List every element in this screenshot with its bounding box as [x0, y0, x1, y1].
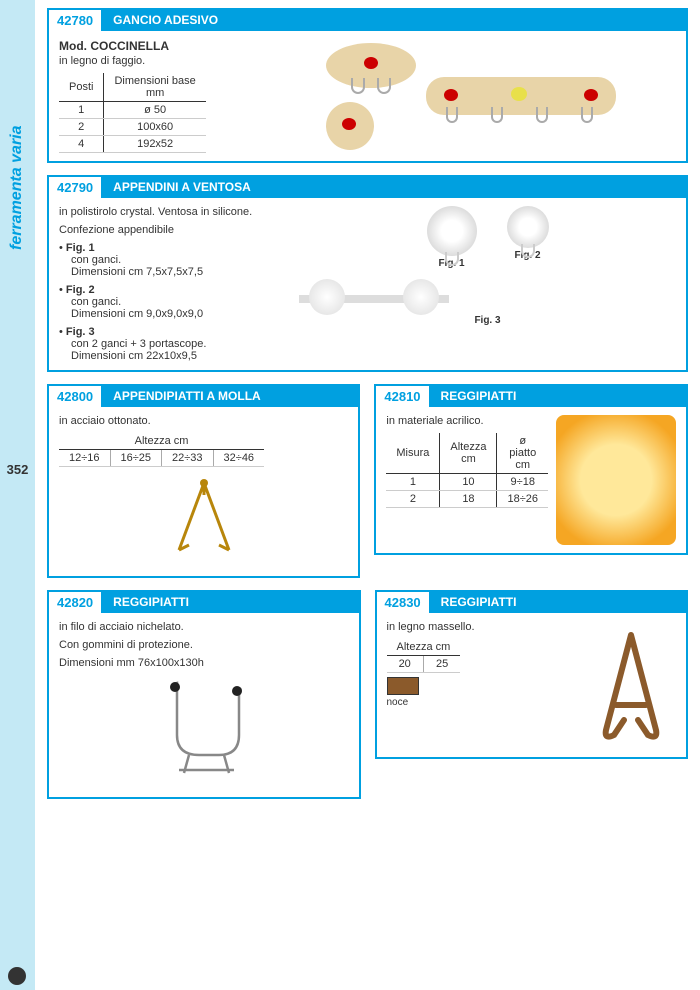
material-text: in legno di faggio.	[59, 55, 249, 67]
cell: 12÷16	[59, 450, 110, 467]
spec-table: Misura Altezzacm ø piattocm 1109÷18 2181…	[386, 433, 548, 508]
material-text: in polistirolo crystal. Ventosa in silic…	[59, 206, 289, 218]
product-code: 42820	[49, 592, 103, 613]
page-number: 352	[0, 458, 35, 481]
plate-hanger-icon	[164, 475, 244, 560]
product-code: 42780	[49, 10, 103, 31]
product-box-42800: 42800 APPENDIPIATTI A MOLLA in acciaio o…	[47, 384, 360, 578]
spec-table: Altezza cm 12÷16 16÷25 22÷33 32÷46	[59, 433, 264, 467]
cell: 1	[386, 474, 440, 491]
plate-stand-icon	[556, 415, 676, 545]
product-code: 42810	[376, 386, 430, 407]
cell: 20	[387, 656, 424, 673]
model-label: Mod. COCCINELLA	[59, 39, 249, 53]
desc-text: Con gommini di protezione.	[59, 639, 349, 651]
product-box-42790: 42790 APPENDINI A VENTOSA in polistirolo…	[47, 175, 688, 372]
cell: 2	[59, 119, 104, 136]
material-text: in legno massello.	[387, 621, 579, 633]
product-image-area	[265, 39, 676, 153]
cell: 22÷33	[162, 450, 214, 467]
cell: 32÷46	[213, 450, 264, 467]
hook-oval-icon	[326, 43, 416, 88]
spec-table: Altezza cm 2025	[387, 639, 461, 673]
col-header: Posti	[59, 73, 104, 102]
sidebar: ferramenta varia 352	[0, 0, 35, 990]
wire-stand-icon	[149, 675, 259, 785]
product-title: APPENDIPIATTI A MOLLA	[103, 386, 358, 407]
hook-long-icon	[426, 77, 616, 115]
swatch-label: noce	[387, 697, 579, 708]
product-code: 42830	[377, 592, 431, 613]
col-header: ø piattocm	[497, 433, 548, 474]
product-box-42820: 42820 REGGIPIATTI in filo di acciaio nic…	[47, 590, 361, 799]
col-header: Altezza cm	[387, 639, 461, 656]
page-marker-icon	[8, 967, 26, 985]
cell: 10	[440, 474, 497, 491]
dim-text: Dimensioni mm 76x100x130h	[59, 657, 349, 669]
walnut-swatch-icon	[387, 677, 419, 695]
material-text: in filo di acciaio nichelato.	[59, 621, 349, 633]
cell: 192x52	[104, 136, 206, 153]
suction-cup-icon	[507, 206, 549, 248]
suction-cup-icon	[427, 206, 477, 256]
figure-list: • Fig. 1con ganci.Dimensioni cm 7,5x7,5x…	[59, 242, 289, 362]
cell: 25	[423, 656, 460, 673]
product-box-42810: 42810 REGGIPIATTI in materiale acrilico.…	[374, 384, 688, 555]
spec-table: Posti Dimensioni basemm 1ø 50 2100x60 41…	[59, 73, 206, 153]
suction-bar-icon	[299, 283, 449, 313]
col-header: Dimensioni basemm	[104, 73, 206, 102]
cell: 16÷25	[110, 450, 162, 467]
wood-stand-icon	[586, 625, 676, 745]
product-box-42780: 42780 GANCIO ADESIVO Mod. COCCINELLA in …	[47, 8, 688, 163]
product-title: APPENDINI A VENTOSA	[103, 177, 686, 198]
material-text: in materiale acrilico.	[386, 415, 548, 427]
product-title: REGGIPIATTI	[103, 592, 358, 613]
hook-round-icon	[326, 102, 374, 150]
product-title: GANCIO ADESIVO	[103, 10, 686, 31]
cell: 9÷18	[497, 474, 548, 491]
product-box-42830: 42830 REGGIPIATTI in legno massello. Alt…	[375, 590, 689, 759]
cell: 18÷26	[497, 491, 548, 508]
product-code: 42790	[49, 177, 103, 198]
cell: 2	[386, 491, 440, 508]
product-title: REGGIPIATTI	[431, 386, 686, 407]
product-code: 42800	[49, 386, 103, 407]
product-image-area: Fig. 1 Fig. 2 Fig. 3	[299, 206, 676, 362]
col-header: Altezzacm	[440, 433, 497, 474]
col-header: Misura	[386, 433, 440, 474]
category-label: ferramenta varia	[8, 125, 26, 250]
cell: 18	[440, 491, 497, 508]
cell: ø 50	[104, 102, 206, 119]
material-text: in acciaio ottonato.	[59, 415, 348, 427]
cell: 1	[59, 102, 104, 119]
col-header: Altezza cm	[59, 433, 264, 450]
cell: 100x60	[104, 119, 206, 136]
pack-text: Confezione appendibile	[59, 224, 289, 236]
fig-caption: Fig. 3	[299, 315, 676, 326]
content-area: 42780 GANCIO ADESIVO Mod. COCCINELLA in …	[35, 0, 700, 990]
cell: 4	[59, 136, 104, 153]
product-title: REGGIPIATTI	[431, 592, 686, 613]
